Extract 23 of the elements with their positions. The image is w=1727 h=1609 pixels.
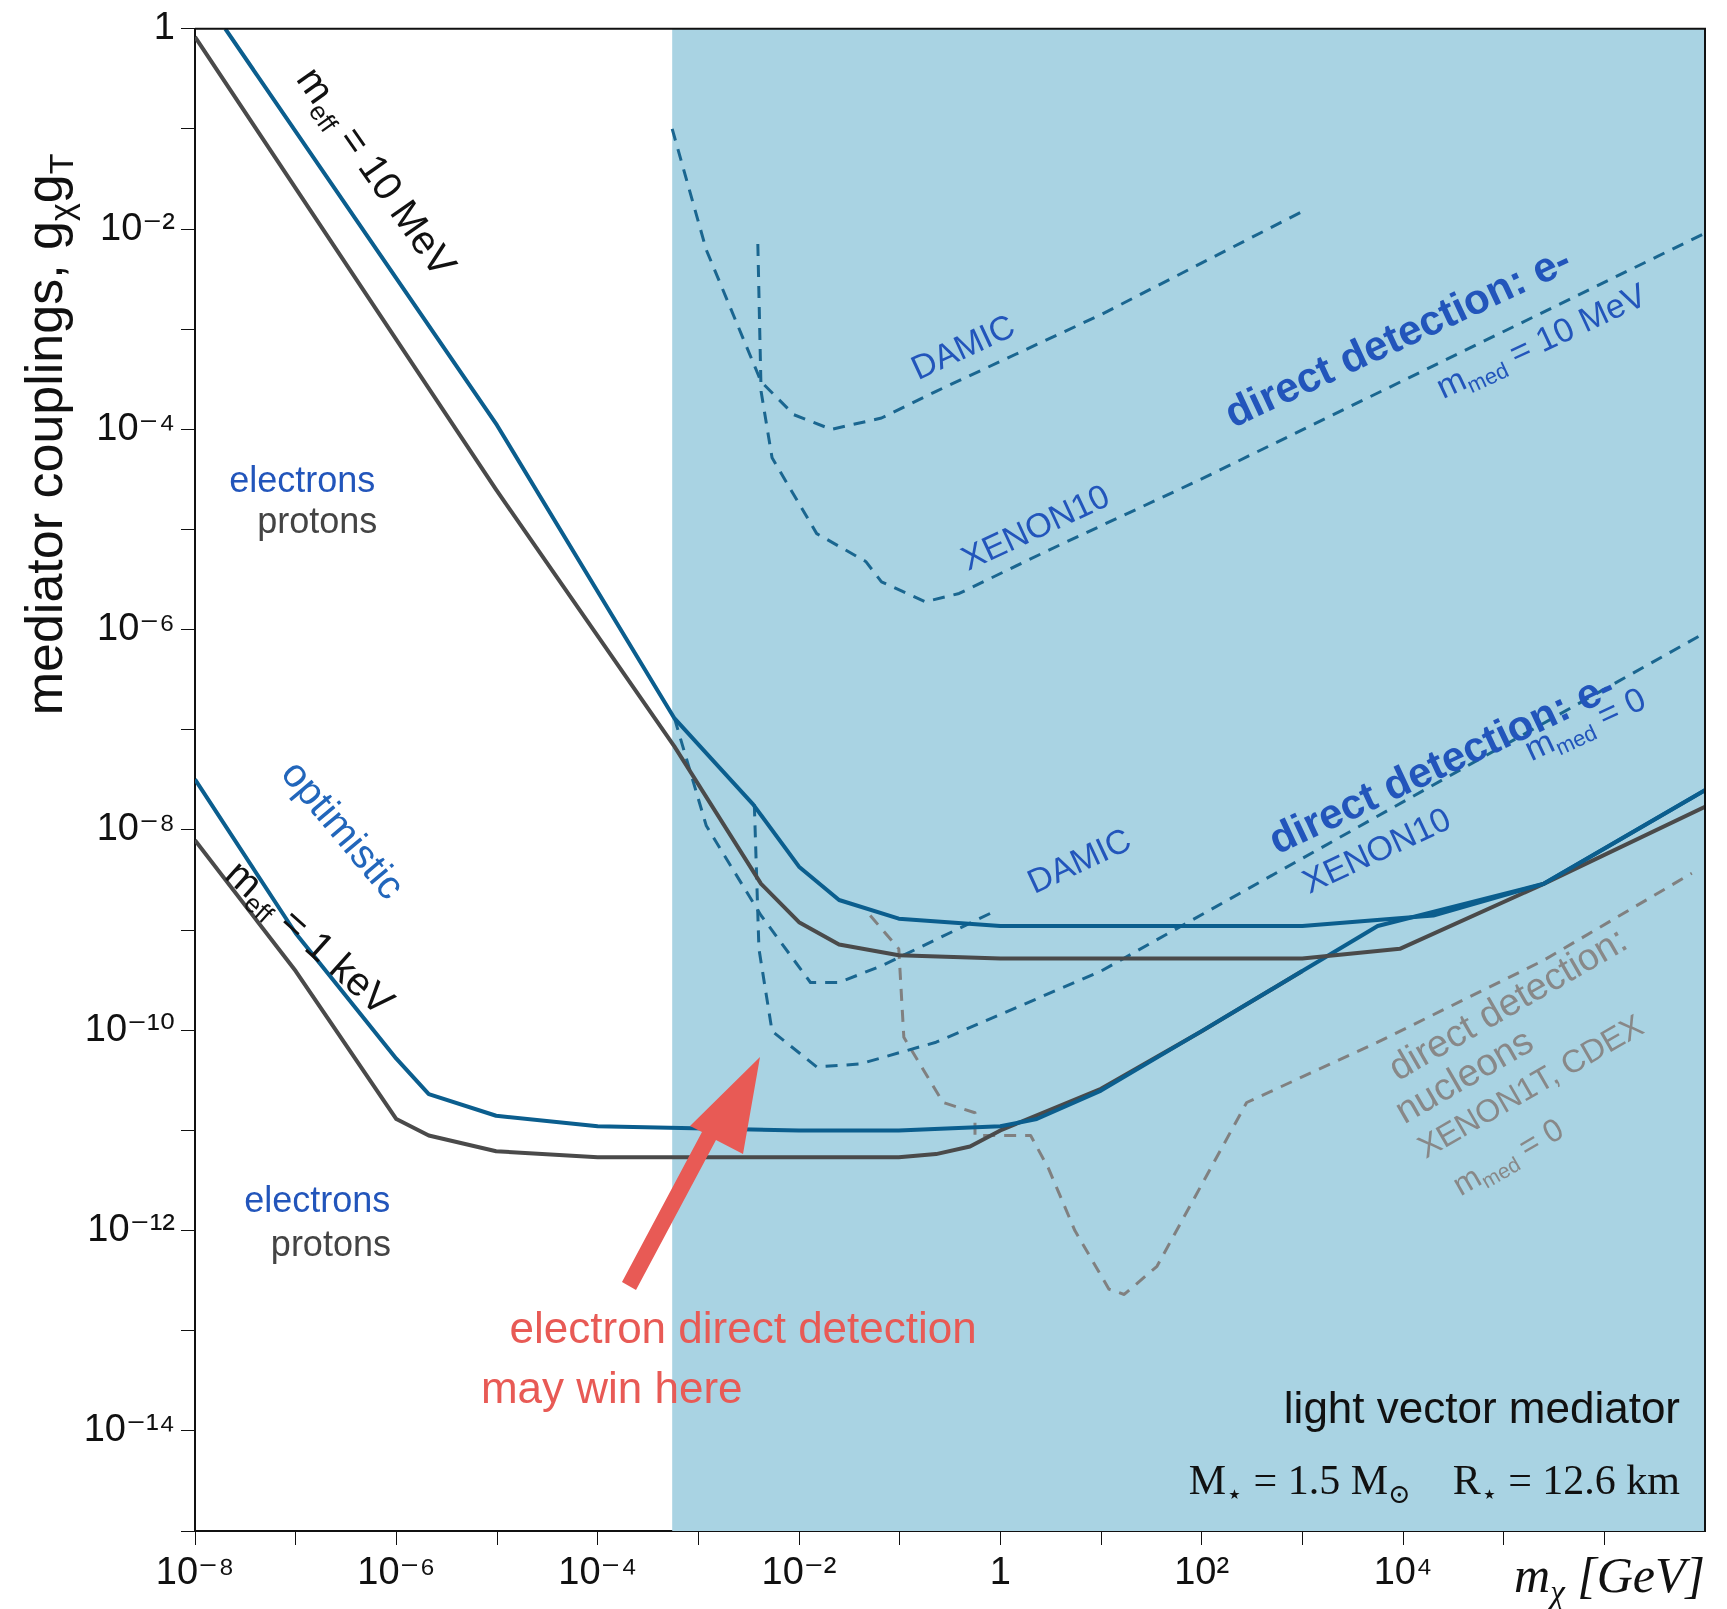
y-tick-label: 10⁻⁸ — [96, 806, 175, 849]
x-tick-label: 10² — [1174, 1550, 1230, 1593]
y-tick-label: 10⁻⁴ — [96, 405, 175, 448]
y-tick-label: 10⁻¹⁴ — [83, 1407, 175, 1450]
x-tick-label: 10⁻⁶ — [357, 1550, 436, 1593]
y-tick-label: 10⁻¹⁰ — [84, 1006, 175, 1049]
annotation: electron direct detection — [509, 1303, 977, 1353]
y-axis-title: mediator couplings, gχgT — [15, 153, 80, 716]
y-tick-label: 10⁻⁶ — [97, 606, 175, 649]
x-tick-label: 10⁴ — [1373, 1550, 1433, 1593]
annotation: protons — [257, 499, 378, 541]
y-tick-label: 10⁻² — [100, 205, 175, 248]
x-tick-label: 10⁻² — [761, 1550, 837, 1593]
y-tick-label: 10⁻¹² — [87, 1207, 175, 1250]
annotation: light vector mediator — [1283, 1383, 1680, 1433]
annotation: electrons — [229, 459, 376, 501]
text: M⋆ = 1.5 M⊙ R⋆ = 12.6 km — [1188, 1457, 1680, 1509]
y-tick-label: 1 — [153, 5, 175, 48]
x-tick-label: 10⁻⁸ — [155, 1550, 235, 1593]
annotation: protons — [270, 1222, 391, 1264]
annotation: electrons — [244, 1178, 391, 1220]
x-tick-label: 10⁻⁴ — [558, 1550, 637, 1593]
x-tick-label: 1 — [989, 1550, 1011, 1593]
